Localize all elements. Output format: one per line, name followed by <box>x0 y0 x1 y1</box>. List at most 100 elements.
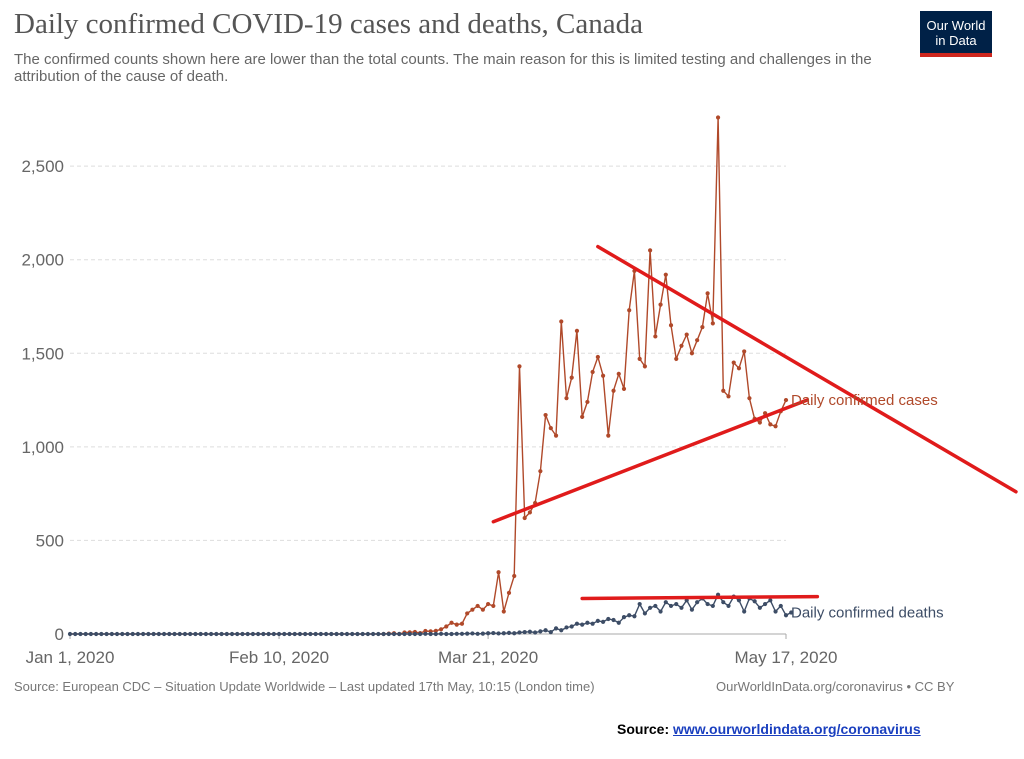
data-point <box>663 600 668 605</box>
y-tick-label: 2,500 <box>21 157 64 176</box>
data-point <box>444 631 449 637</box>
footer-credit[interactable]: OurWorldInData.org/coronavirus • CC BY <box>716 679 955 694</box>
data-point <box>611 388 616 393</box>
trendline-annotations <box>491 244 1018 601</box>
y-tick-label: 1,000 <box>21 438 64 457</box>
y-tick-label: 1,500 <box>21 344 64 363</box>
data-point <box>428 631 433 637</box>
data-point <box>642 611 647 616</box>
data-point <box>501 609 506 614</box>
data-point <box>621 615 627 620</box>
data-point <box>99 631 104 637</box>
data-point <box>475 603 480 609</box>
x-tick-label: May 17, 2020 <box>734 648 837 667</box>
data-point <box>679 343 684 348</box>
data-point <box>313 631 318 637</box>
data-point <box>188 631 193 637</box>
data-point <box>491 630 496 636</box>
data-point <box>616 371 621 376</box>
data-point <box>674 356 679 361</box>
data-point <box>585 620 590 625</box>
data-point <box>548 426 553 431</box>
data-point <box>648 605 653 610</box>
data-point <box>141 631 146 637</box>
data-point <box>219 631 224 637</box>
data-point <box>318 631 323 637</box>
data-point <box>78 631 83 637</box>
data-point <box>438 627 444 632</box>
data-point <box>120 631 125 637</box>
data-point <box>465 611 470 616</box>
data-point <box>768 422 773 427</box>
data-point <box>522 630 527 635</box>
data-point <box>365 631 370 637</box>
data-point <box>695 600 700 605</box>
data-point <box>303 631 308 637</box>
data-point <box>527 510 533 515</box>
data-point <box>360 631 365 637</box>
x-tick-label: Feb 10, 2020 <box>229 648 329 667</box>
data-point <box>433 631 438 637</box>
data-point <box>580 622 585 627</box>
data-point <box>240 631 245 637</box>
data-point <box>459 631 465 636</box>
data-point <box>350 631 355 637</box>
data-point <box>569 624 574 629</box>
data-point <box>229 631 235 637</box>
data-point <box>167 631 172 637</box>
x-tick-label: Mar 21, 2020 <box>438 648 538 667</box>
logo-line-1: Our World <box>926 18 986 33</box>
data-point <box>104 631 109 637</box>
data-point <box>391 631 397 637</box>
data-point <box>371 631 376 637</box>
source-note-label: Source: <box>617 721 670 737</box>
data-point <box>668 323 674 328</box>
data-point <box>533 630 538 635</box>
data-point <box>600 619 606 624</box>
data-point <box>203 631 208 637</box>
data-point <box>172 631 177 637</box>
data-point <box>585 399 590 405</box>
trendline-support <box>491 398 809 524</box>
data-point <box>757 420 762 425</box>
data-point <box>710 321 715 326</box>
source-note: Source: www.ourworldindata.org/coronavir… <box>617 721 921 737</box>
data-point <box>637 601 642 607</box>
data-point <box>486 601 491 607</box>
data-point <box>595 618 600 624</box>
data-point <box>710 603 715 609</box>
data-point <box>250 631 256 637</box>
data-point <box>402 631 407 637</box>
data-point <box>773 609 778 614</box>
data-point <box>564 625 569 630</box>
source-link[interactable]: www.ourworldindata.org/coronavirus <box>673 721 921 737</box>
grid-lines <box>70 165 786 635</box>
data-point <box>235 631 240 637</box>
data-point <box>637 356 642 361</box>
data-point <box>538 469 543 474</box>
chart-title: Daily confirmed COVID-19 cases and death… <box>14 8 643 40</box>
data-point <box>653 603 658 609</box>
data-point <box>773 424 778 429</box>
data-point <box>480 631 485 636</box>
data-point <box>245 631 250 637</box>
data-point <box>574 328 580 333</box>
data-point <box>412 631 418 637</box>
data-point <box>156 631 161 637</box>
data-point <box>627 308 632 313</box>
data-point <box>125 631 130 637</box>
data-point <box>517 364 522 369</box>
series-line-deaths <box>70 593 792 635</box>
data-point <box>742 609 747 614</box>
owid-logo[interactable]: Our World in Data <box>920 11 992 57</box>
data-point <box>506 590 512 595</box>
data-point <box>423 631 428 636</box>
series-label-deaths[interactable]: Daily confirmed deaths <box>791 604 944 621</box>
data-point <box>606 616 611 622</box>
data-point <box>590 621 595 626</box>
data-point <box>574 621 580 626</box>
data-point <box>470 607 475 612</box>
series-label-cases[interactable]: Daily confirmed cases <box>791 392 938 409</box>
data-point <box>783 397 789 403</box>
data-point <box>501 631 506 636</box>
